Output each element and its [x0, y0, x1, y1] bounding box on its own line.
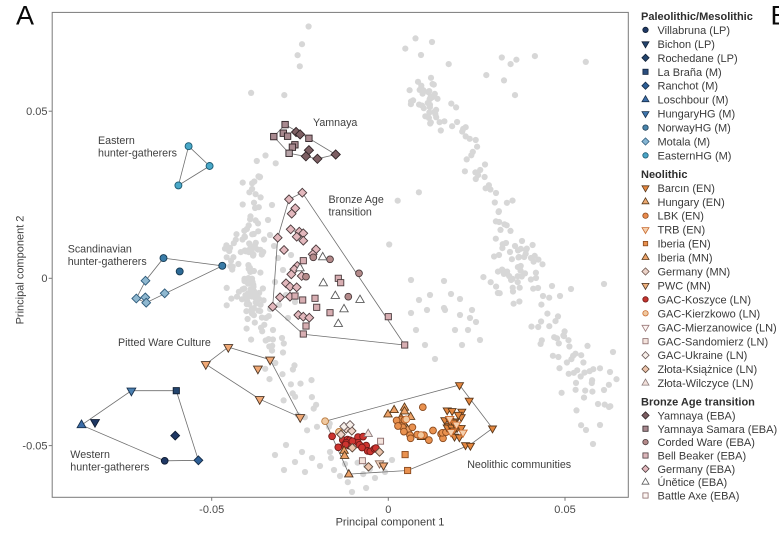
svg-text:Yamnaya (EBA): Yamnaya (EBA) [658, 410, 736, 422]
svg-text:0.05: 0.05 [26, 106, 47, 118]
svg-text:Iberia (EN): Iberia (EN) [658, 239, 711, 251]
svg-text:Principal component 2: Principal component 2 [15, 216, 27, 325]
svg-text:0: 0 [385, 504, 391, 516]
svg-text:Rochedane (LP): Rochedane (LP) [658, 53, 738, 65]
svg-text:0: 0 [41, 273, 47, 285]
svg-text:Bronze Age transition: Bronze Age transition [641, 397, 755, 409]
svg-text:Loschbour (M): Loschbour (M) [658, 95, 729, 107]
svg-text:EasternHG (M): EasternHG (M) [658, 150, 732, 162]
svg-text:Bichon (LP): Bichon (LP) [658, 39, 715, 51]
svg-text:GAC-Mierzanowice (LN): GAC-Mierzanowice (LN) [658, 322, 777, 334]
svg-text:-0.05: -0.05 [22, 441, 47, 453]
svg-text:Ranchot (M): Ranchot (M) [658, 81, 719, 93]
svg-text:hunter-gatherers: hunter-gatherers [68, 256, 147, 268]
svg-text:Corded Ware (EBA): Corded Ware (EBA) [658, 437, 755, 449]
svg-text:Únětice (EBA): Únětice (EBA) [658, 476, 728, 489]
svg-text:Principal component 1: Principal component 1 [336, 517, 445, 529]
svg-text:La Braña (M): La Braña (M) [658, 67, 722, 79]
svg-text:Motala (M): Motala (M) [658, 137, 711, 149]
svg-text:Złota-Wilczyce (LN): Złota-Wilczyce (LN) [658, 378, 754, 390]
svg-text:Hungary (EN): Hungary (EN) [658, 197, 725, 209]
svg-text:Bell Beaker (EBA): Bell Beaker (EBA) [658, 450, 747, 462]
svg-text:Germany (MN): Germany (MN) [658, 267, 731, 279]
svg-text:Neolithic communities: Neolithic communities [467, 459, 571, 471]
svg-text:HungaryHG (M): HungaryHG (M) [658, 109, 736, 121]
svg-text:-0.05: -0.05 [199, 504, 224, 516]
svg-text:Barcın (EN): Barcın (EN) [658, 183, 715, 195]
svg-text:GAC-Kierzkowo (LN): GAC-Kierzkowo (LN) [658, 308, 761, 320]
svg-text:Yamnaya: Yamnaya [313, 117, 357, 129]
svg-text:Bronze Age: Bronze Age [329, 194, 384, 206]
svg-text:Eastern: Eastern [98, 135, 135, 147]
svg-text:GAC-Sandomierz (LN): GAC-Sandomierz (LN) [658, 336, 769, 348]
svg-text:PWC (MN): PWC (MN) [658, 280, 711, 292]
svg-text:hunter-gatherers: hunter-gatherers [70, 462, 149, 474]
svg-text:A: A [16, 1, 34, 31]
svg-text:GAC-Ukraine (LN): GAC-Ukraine (LN) [658, 350, 748, 362]
svg-text:B: B [771, 1, 779, 31]
svg-text:Battle Axe (EBA): Battle Axe (EBA) [658, 491, 740, 503]
svg-text:LBK (EN): LBK (EN) [658, 211, 704, 223]
svg-text:hunter-gatherers: hunter-gatherers [98, 148, 177, 160]
svg-text:0.05: 0.05 [554, 504, 575, 516]
svg-text:Złota-Książnice (LN): Złota-Książnice (LN) [658, 364, 758, 376]
svg-text:Western: Western [70, 449, 110, 461]
svg-text:Iberia (MN): Iberia (MN) [658, 253, 713, 265]
svg-text:TRB (EN): TRB (EN) [658, 225, 706, 237]
svg-text:Paleolithic/Mesolithic: Paleolithic/Mesolithic [641, 11, 753, 23]
svg-text:Villabruna (LP): Villabruna (LP) [658, 25, 731, 37]
svg-text:NorwayHG (M): NorwayHG (M) [658, 123, 731, 135]
svg-text:Neolithic: Neolithic [641, 169, 687, 181]
svg-text:Yamnaya Samara (EBA): Yamnaya Samara (EBA) [658, 424, 778, 436]
svg-text:transition: transition [329, 207, 372, 219]
svg-text:Scandinavian: Scandinavian [68, 244, 132, 256]
svg-text:Germany (EBA): Germany (EBA) [658, 464, 736, 476]
svg-text:Pitted Ware Culture: Pitted Ware Culture [118, 337, 211, 349]
svg-text:GAC-Koszyce (LN): GAC-Koszyce (LN) [658, 294, 752, 306]
